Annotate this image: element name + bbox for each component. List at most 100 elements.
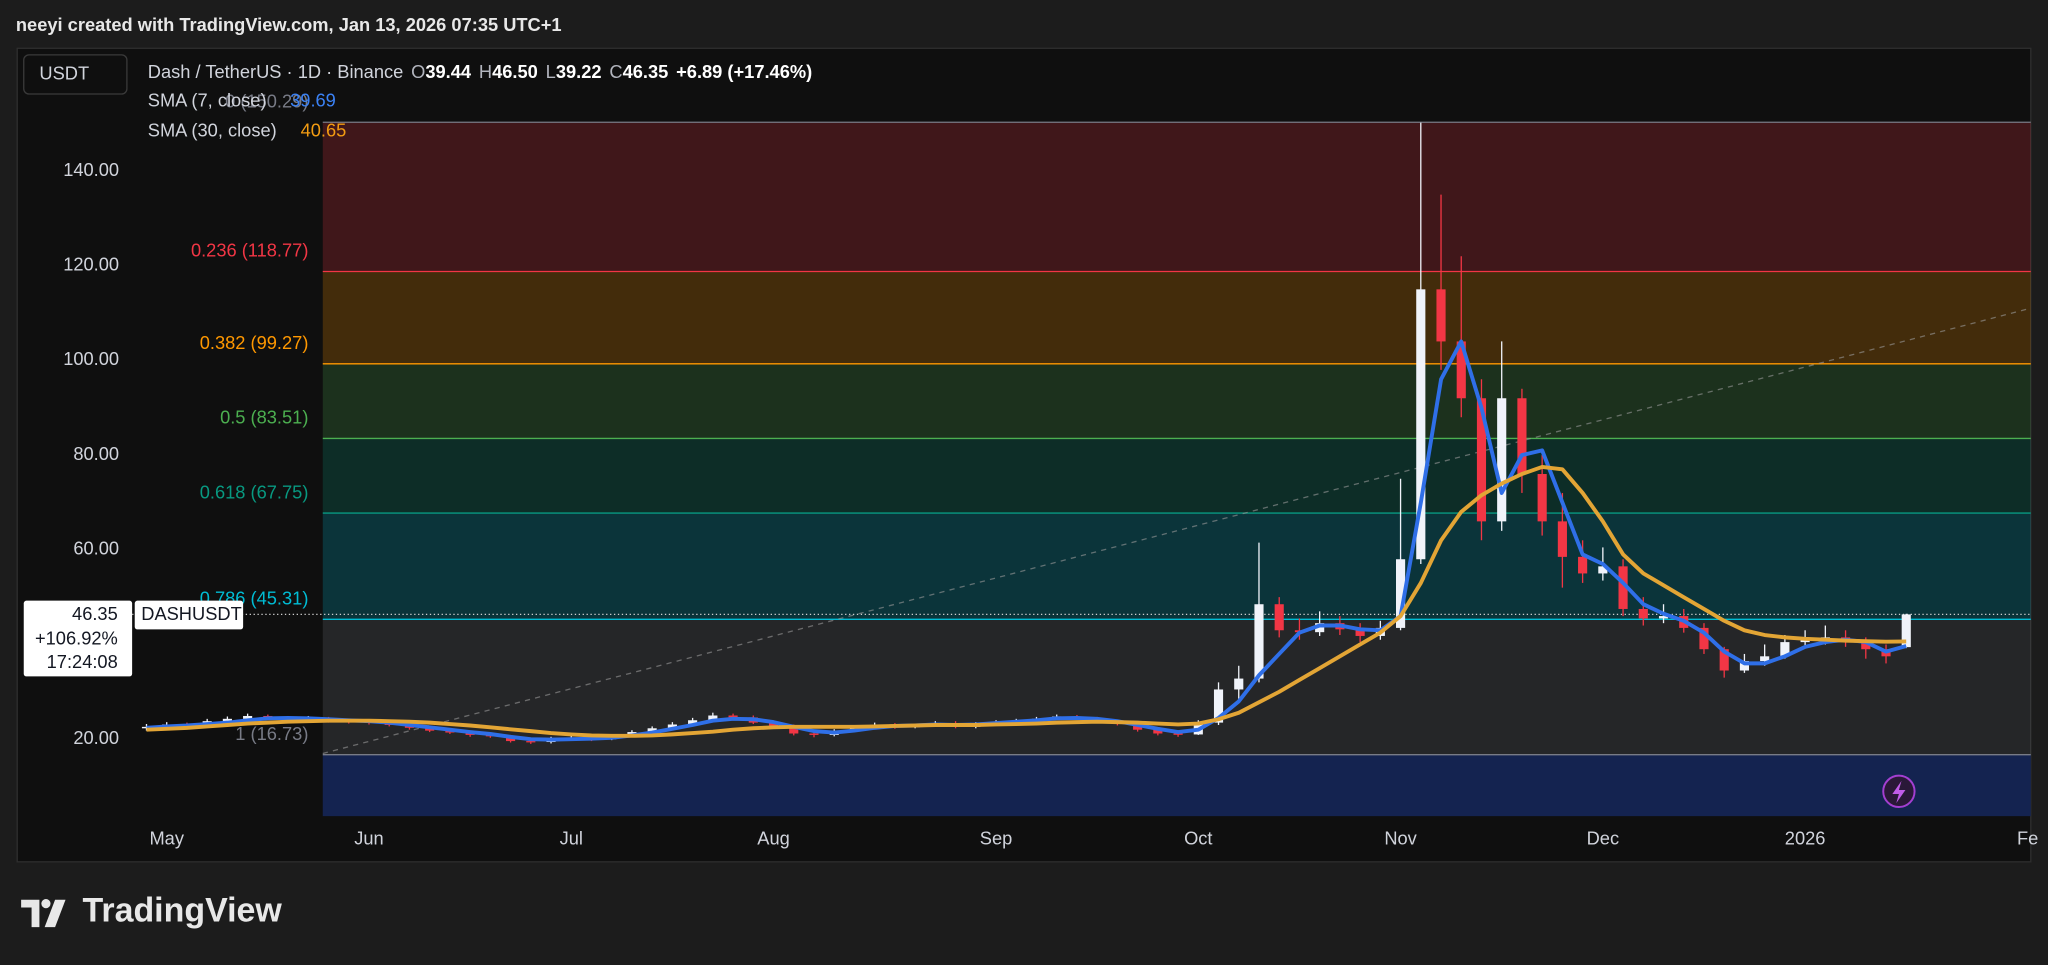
candle-body [1861, 642, 1871, 650]
ohlc-value: 46.35 [623, 61, 669, 82]
ohlc-key: C [609, 61, 622, 82]
price-box [23, 600, 133, 677]
fib-label: 0.382 (99.27) [200, 332, 309, 353]
candle-body [1598, 566, 1608, 574]
candle-body [1557, 521, 1567, 557]
fib-band [322, 513, 2031, 620]
logo-dot [41, 899, 51, 909]
candle-body [1800, 639, 1810, 643]
x-tick-label: Nov [1384, 827, 1417, 848]
price-change: +106.92% [35, 628, 118, 649]
candle-body [1618, 566, 1628, 609]
fib-label: 0.236 (118.77) [191, 240, 308, 261]
candle-body [1254, 604, 1264, 679]
price-label: 46.35 +106.92% 17:24:08 DASHUSDT [23, 600, 244, 677]
ohlc-key: H [479, 61, 492, 82]
candle-body [1416, 289, 1426, 560]
attribution: neeyi created with TradingView.com, Jan … [16, 14, 562, 35]
countdown: 17:24:08 [47, 651, 118, 672]
y-tick-label: 120.00 [63, 253, 119, 274]
x-tick-label: May [149, 827, 184, 848]
x-tick-label: 2026 [1785, 827, 1826, 848]
ohlc-value: 46.50 [492, 61, 538, 82]
candle-body [1780, 642, 1790, 657]
candle-body [243, 715, 253, 719]
fib-band [322, 271, 2031, 364]
candle-body [1497, 398, 1507, 522]
y-tick-label: 100.00 [63, 348, 119, 369]
sma-name: SMA (7, close) [148, 90, 267, 111]
y-tick-label: 140.00 [63, 159, 119, 180]
logo-mark [21, 899, 40, 928]
logo: TradingView [21, 892, 282, 930]
candle-body [1719, 649, 1729, 671]
candle-body [1517, 398, 1527, 475]
candle-body [1173, 733, 1183, 735]
candle-body [1537, 474, 1547, 522]
sma-line [146, 339, 1907, 742]
chart-panel [16, 47, 2032, 863]
symbol-title: Dash / TetherUS · 1D · Binance [148, 61, 403, 82]
symbol-box [134, 600, 244, 630]
candle-body [1213, 689, 1224, 723]
sma-value: 39.69 [290, 90, 336, 111]
fib-trend-line [322, 307, 2031, 755]
candle-body [688, 720, 698, 725]
y-tick-label: 20.00 [73, 727, 119, 748]
candle-body [1355, 629, 1365, 636]
candle-body [1274, 604, 1284, 631]
sma-value: 40.65 [301, 120, 347, 141]
symbol-tag: DASHUSDT [141, 603, 241, 624]
last-price: 46.35 [72, 603, 118, 624]
candle-body [708, 715, 718, 721]
brand: TradingView [83, 892, 283, 930]
candle-body [1658, 616, 1669, 619]
x-tick-label: Sep [980, 827, 1013, 848]
x-tick-label: Oct [1184, 827, 1212, 848]
candle-body [1699, 627, 1709, 650]
y-tick-label: 60.00 [73, 538, 119, 559]
candle-body [1456, 341, 1466, 399]
candle-body [222, 718, 232, 722]
fib-band [322, 363, 2031, 439]
fib-bands: 0 (150.29) 0.236 (118.77) 0.382 (99.27) 0.5… [191, 90, 2031, 817]
alert-bolt[interactable] [1892, 780, 1906, 804]
ohlc-value: 39.44 [425, 61, 472, 82]
plot-area [132, 122, 2031, 744]
ohlc-change: +6.89 (+17.46%) [676, 61, 812, 82]
symbol-legend: Dash / TetherUS · 1D · Binance O39.44 H46.… [148, 61, 812, 82]
candle-body [1436, 289, 1446, 342]
x-tick-label: Aug [757, 827, 790, 848]
x-tick-label: Dec [1587, 827, 1619, 848]
x-tick-label: Jul [560, 827, 583, 848]
fib-band [322, 122, 2031, 272]
currency[interactable]: USDT [39, 62, 89, 83]
candle-body [768, 722, 779, 726]
candle-body [728, 715, 738, 718]
currency-button[interactable] [23, 54, 128, 95]
fib-label: 0.5 (83.51) [220, 407, 308, 428]
fib-band [322, 438, 2031, 514]
alert-icon[interactable] [1882, 774, 1916, 808]
candle-body [1315, 623, 1325, 633]
ohlc-key: L [546, 61, 556, 82]
candle-body [1153, 729, 1163, 734]
logo-mark [44, 899, 66, 928]
candle-body [1476, 398, 1487, 522]
candle-body [1578, 556, 1588, 574]
legend: USDT Dash / TetherUS · 1D · Binance O39.4… [23, 54, 812, 141]
candle-body [526, 741, 536, 743]
x-tick-label: Jun [354, 827, 383, 848]
axes: 140.00 120.00 100.00 80.00 60.00 20.00 May Jun J… [63, 159, 2038, 849]
candle-body [1739, 661, 1750, 671]
fib-label: 0.618 (67.75) [200, 481, 309, 502]
sma-name: SMA (30, close) [148, 120, 277, 141]
candle-body [1638, 608, 1648, 619]
candle-body [1760, 656, 1770, 662]
candle-body [1396, 559, 1406, 628]
candle-body [647, 728, 657, 733]
ohlc-value: 39.22 [556, 61, 602, 82]
sma-line [146, 465, 1907, 738]
